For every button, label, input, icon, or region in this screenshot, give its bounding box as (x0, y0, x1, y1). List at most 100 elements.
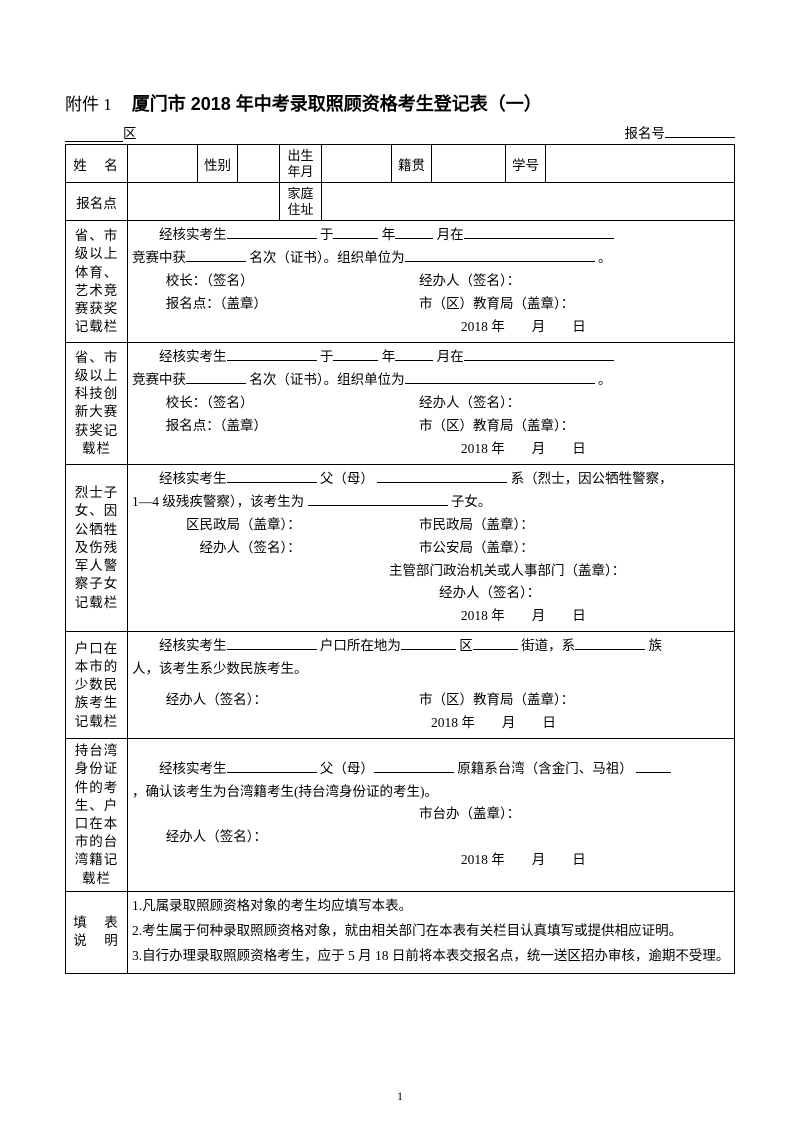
t: 原籍系台湾（含金门、马祖） (457, 761, 633, 776)
t: ，确认该考生为台湾籍考生(持台湾身份证的考生)。 (132, 781, 730, 804)
t: 经核实考生 (159, 471, 227, 486)
b (405, 370, 595, 384)
home-l1: 家庭 (284, 186, 317, 202)
t: 竞赛中获 (132, 372, 186, 387)
gender-label: 性别 (198, 145, 238, 183)
t: 主管部门政治机关或人事部门（盖章）： (389, 560, 730, 583)
t: 经核实考生 (159, 761, 227, 776)
t: 名次（证书）。组织单位为 (249, 372, 404, 387)
sec5-side: 持台湾身份证件的考生、户口在本市的台湾籍记载栏 (66, 739, 128, 892)
sec2-content: 经核实考生 于 年 月在 竞赛中获 名次（证书）。组织单位为 。 校长：（签名）… (128, 343, 735, 465)
district-suffix: 区 (123, 122, 137, 142)
b (636, 758, 671, 772)
t: 父（母） (320, 471, 374, 486)
birth-l2: 年月 (284, 164, 317, 180)
note1: 1.凡属录取照顾资格对象的考生均应填写本表。 (132, 895, 730, 918)
native-value (432, 145, 506, 183)
b (227, 758, 317, 772)
t: 街道，系 (521, 638, 575, 653)
b (405, 248, 595, 262)
t: 名次（证书）。组织单位为 (249, 250, 404, 265)
t: 2018 年 月 日 (132, 712, 730, 735)
birth-value (322, 145, 392, 183)
t: 报名点：（盖章） (132, 293, 419, 316)
b (464, 347, 614, 361)
b (377, 469, 507, 483)
t: 2018 年 月 日 (132, 438, 730, 461)
note2: 2.考生属于何种录取照顾资格对象，就由相关部门在本表有关栏目认真填写或提供相应证… (132, 920, 730, 943)
notes-content: 1.凡属录取照顾资格对象的考生均应填写本表。 2.考生属于何种录取照顾资格对象，… (128, 891, 735, 973)
t: 1—4 级残疾警察），该考生为 (132, 494, 304, 509)
t: 年 (382, 227, 396, 242)
t: 经办人（签名）： (132, 826, 419, 849)
birth-label: 出生 年月 (280, 145, 322, 183)
t: 。 (598, 372, 612, 387)
notes-side: 填 表 说 明 (66, 891, 128, 973)
studentno-value (546, 145, 735, 183)
sec2-side: 省、市级以上科技创新大赛获奖记载栏 (66, 343, 128, 465)
attachment-label: 附件 1 (65, 90, 112, 115)
b (333, 347, 378, 361)
b (401, 636, 456, 650)
t: 报名点：（盖章） (132, 415, 419, 438)
gender-value (238, 145, 280, 183)
t: 2018 年 月 日 (132, 605, 730, 628)
regno-wrap: 报名号 (625, 122, 736, 142)
form-table: 姓 名 性别 出生 年月 籍贯 学号 报名点 家庭 住址 省、市级以上体育、艺术… (65, 144, 735, 974)
t: 父（母） (320, 761, 374, 776)
t: 经核实考生 (159, 638, 227, 653)
note3: 3.自行办理录取照顾资格考生，应于 5 月 18 日前将本表交报名点，统一送区招… (132, 945, 730, 968)
sec3-content: 经核实考生 父（母） 系（烈士，因公牺牲警察， 1—4 级残疾警察），该考生为 … (128, 464, 735, 632)
doc-title: 厦门市 2018 年中考录取照顾资格考生登记表（一） (132, 90, 542, 116)
home-value (322, 183, 735, 221)
t: 经办人（签名）： (419, 392, 730, 415)
t: 经办人（签名）： (132, 537, 419, 560)
t: 市（区）教育局（盖章）： (419, 689, 730, 712)
t: 人，该考生系少数民族考生。 (132, 658, 730, 681)
b (473, 636, 518, 650)
studentno-label: 学号 (506, 145, 546, 183)
b (227, 469, 317, 483)
t: 经办人（签名）： (419, 582, 730, 605)
regpoint-value (128, 183, 280, 221)
t: 经核实考生 (159, 349, 227, 364)
t: 市民政局（盖章）： (419, 514, 730, 537)
b (186, 248, 246, 262)
t: 区民政局（盖章）： (132, 514, 419, 537)
b (395, 347, 433, 361)
native-label: 籍贯 (392, 145, 432, 183)
t: 系（烈士，因公牺牲警察， (511, 471, 673, 486)
name-value (128, 145, 198, 183)
t: 市公安局（盖章）： (419, 537, 730, 560)
regno-label: 报名号 (625, 122, 666, 142)
t: 族 (649, 638, 663, 653)
home-l2: 住址 (284, 202, 317, 218)
t: 2018 年 月 日 (132, 316, 730, 339)
t: 市台办（盖章）： (419, 803, 730, 826)
sec1-side: 省、市级以上体育、艺术竞赛获奖记载栏 (66, 221, 128, 343)
b (227, 225, 317, 239)
t: 年 (382, 349, 396, 364)
b (464, 225, 614, 239)
t: 月在 (437, 349, 464, 364)
b (227, 636, 317, 650)
b (186, 370, 246, 384)
t: 月在 (437, 227, 464, 242)
sec1-content: 经核实考生 于 年 月在 竞赛中获 名次（证书）。组织单位为 。 校长：（签名）… (128, 221, 735, 343)
t: 户口所在地为 (320, 638, 401, 653)
sec4-content: 经核实考生 户口所在地为 区 街道，系 族 人，该考生系少数民族考生。 经办人（… (128, 632, 735, 739)
sec4-side: 户口在本市的少数民族考生记载栏 (66, 632, 128, 739)
sub-header-row: 区 报名号 (65, 122, 735, 142)
b (575, 636, 645, 650)
b (333, 225, 378, 239)
t: 经办人（签名）： (132, 689, 419, 712)
sec5-content: 经核实考生 父（母） 原籍系台湾（含金门、马祖） ，确认该考生为台湾籍考生(持台… (128, 739, 735, 892)
t: 。 (598, 250, 612, 265)
district-blank (65, 122, 123, 142)
t: 校长：（签名） (132, 270, 419, 293)
t: 经办人（签名）： (419, 270, 730, 293)
t: 于 (320, 227, 334, 242)
t: 竞赛中获 (132, 250, 186, 265)
t: 区 (459, 638, 473, 653)
b (308, 492, 448, 506)
